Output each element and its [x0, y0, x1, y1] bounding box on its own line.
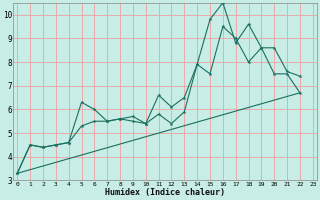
X-axis label: Humidex (Indice chaleur): Humidex (Indice chaleur): [105, 188, 225, 197]
